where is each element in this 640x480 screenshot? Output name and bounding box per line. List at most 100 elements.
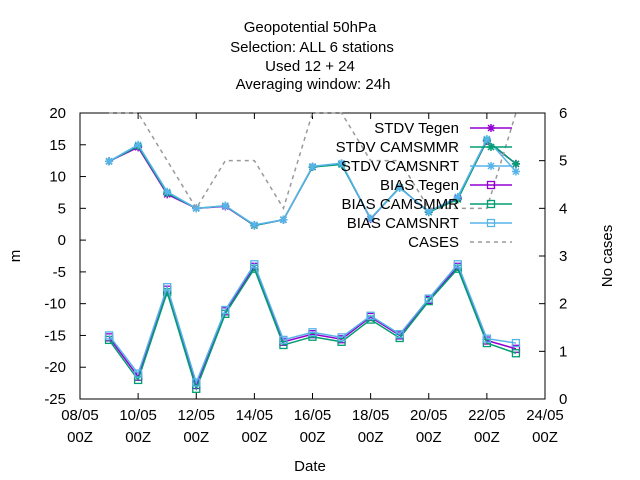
y-tick-label: -5 bbox=[53, 264, 66, 281]
x-tick-label-time: 00Z bbox=[358, 429, 384, 446]
legend: STDV Tegen STDV CAMSMMR STDV CAMSNRT BIAS T… bbox=[336, 120, 512, 251]
x-tick-label-time: 00Z bbox=[67, 429, 93, 446]
legend-label: CASES bbox=[408, 234, 459, 251]
x-tick-label-time: 00Z bbox=[300, 429, 326, 446]
legend-marker bbox=[487, 162, 495, 170]
data-point bbox=[511, 167, 520, 176]
series-line bbox=[108, 267, 517, 392]
x-tick-label-time: 00Z bbox=[416, 429, 442, 446]
title-line-4: Averaging window: 24h bbox=[236, 76, 391, 93]
y-tick-label: -20 bbox=[44, 359, 66, 376]
data-point bbox=[482, 135, 491, 144]
data-point bbox=[104, 331, 114, 340]
data-point bbox=[279, 215, 288, 224]
legend-marker bbox=[486, 180, 496, 190]
data-point bbox=[279, 335, 288, 345]
data-point bbox=[163, 187, 172, 196]
data-point bbox=[337, 333, 346, 342]
data-point bbox=[453, 260, 462, 269]
y2-tick-label: 2 bbox=[559, 296, 567, 313]
data-point bbox=[395, 330, 404, 339]
y2-tick-label: 1 bbox=[559, 343, 567, 360]
chart-title: Geopotential 50hPa Selection: ALL 6 stat… bbox=[230, 19, 394, 93]
data-point bbox=[221, 201, 230, 210]
x-tick-label: 12/05 bbox=[177, 407, 215, 424]
series-stdv-camsnrt bbox=[105, 135, 520, 229]
series-line bbox=[109, 112, 517, 211]
data-point bbox=[308, 328, 317, 337]
data-point bbox=[279, 340, 288, 350]
y-tick-label: 15 bbox=[49, 137, 66, 154]
data-point bbox=[511, 344, 521, 353]
x-tick-label: 14/05 bbox=[236, 407, 274, 424]
x-tick-label-time: 00Z bbox=[474, 429, 500, 446]
data-point bbox=[133, 369, 143, 378]
y-tick-label: 10 bbox=[49, 169, 66, 186]
title-line-3: Used 12 + 24 bbox=[265, 58, 355, 75]
x-tick-label-time: 00Z bbox=[183, 429, 209, 446]
series-bias-camsnrt bbox=[104, 260, 521, 387]
x-tick-label: 16/05 bbox=[294, 407, 332, 424]
legend-label: STDV Tegen bbox=[374, 120, 459, 137]
legend-label: BIAS CAMSNRT bbox=[347, 215, 459, 232]
legend-label: STDV CAMSNRT bbox=[341, 158, 459, 175]
data-point bbox=[105, 157, 114, 166]
data-point bbox=[511, 349, 521, 358]
x-tick-label-time: 00Z bbox=[241, 429, 267, 446]
x-tick-label-time: 00Z bbox=[125, 429, 151, 446]
series-line bbox=[108, 262, 517, 385]
title-line-2: Selection: ALL 6 stations bbox=[230, 39, 394, 56]
title-line-1: Geopotential 50hPa bbox=[244, 19, 377, 36]
plot-area: 08/05 00Z 10/05 00Z 12/05 00Z 14/05 00Z 16/05 00Z… bbox=[44, 105, 567, 446]
x-tick-label: 24/05 bbox=[526, 407, 564, 424]
data-point bbox=[424, 207, 433, 216]
y2-tick-label: 3 bbox=[559, 248, 567, 265]
data-point bbox=[337, 337, 346, 346]
y2-tick-label: 5 bbox=[559, 153, 567, 170]
data-point bbox=[337, 159, 346, 168]
x-tick-label-time: 00Z bbox=[532, 429, 558, 446]
data-point bbox=[308, 332, 317, 341]
data-point bbox=[250, 220, 259, 229]
y-tick-label: 0 bbox=[58, 232, 66, 249]
data-point bbox=[163, 282, 172, 292]
x-tick-label: 20/05 bbox=[410, 407, 448, 424]
series-cases bbox=[109, 112, 517, 211]
legend-label: BIAS CAMSMMR bbox=[341, 196, 459, 213]
y2-tick-label: 4 bbox=[559, 200, 567, 217]
legend-marker bbox=[486, 218, 496, 228]
y-tick-label: -25 bbox=[44, 391, 66, 408]
data-point bbox=[192, 378, 201, 387]
data-point bbox=[192, 204, 201, 213]
legend-label: BIAS Tegen bbox=[380, 177, 459, 194]
plot-frame bbox=[79, 112, 546, 400]
data-point bbox=[221, 305, 230, 315]
legend-marker bbox=[487, 124, 495, 132]
y-tick-label: 20 bbox=[49, 105, 66, 122]
y2-tick-label: 0 bbox=[559, 391, 567, 408]
y2-axis-label: No cases bbox=[599, 225, 616, 288]
data-point bbox=[308, 162, 317, 171]
legend-marker bbox=[487, 143, 495, 151]
data-point bbox=[511, 338, 521, 348]
data-point bbox=[395, 183, 404, 192]
y-tick-label: 5 bbox=[58, 200, 66, 217]
data-point bbox=[424, 294, 433, 303]
data-point bbox=[482, 338, 492, 348]
data-point bbox=[511, 159, 520, 168]
y-axis-label: m bbox=[7, 250, 24, 263]
data-point bbox=[366, 311, 375, 320]
x-tick-label: 22/05 bbox=[468, 407, 506, 424]
data-point bbox=[250, 260, 259, 269]
y2-tick-label: 6 bbox=[559, 105, 567, 122]
series-bias-tegen bbox=[104, 262, 521, 390]
y-tick-label: -15 bbox=[44, 327, 66, 344]
data-point bbox=[453, 192, 462, 201]
data-point bbox=[366, 214, 375, 223]
x-tick-label: 08/05 bbox=[61, 407, 99, 424]
x-axis-label: Date bbox=[294, 458, 326, 475]
data-point bbox=[134, 140, 143, 149]
y-tick-label: -10 bbox=[44, 296, 66, 313]
data-point bbox=[482, 334, 492, 343]
x-tick-label: 10/05 bbox=[119, 407, 157, 424]
